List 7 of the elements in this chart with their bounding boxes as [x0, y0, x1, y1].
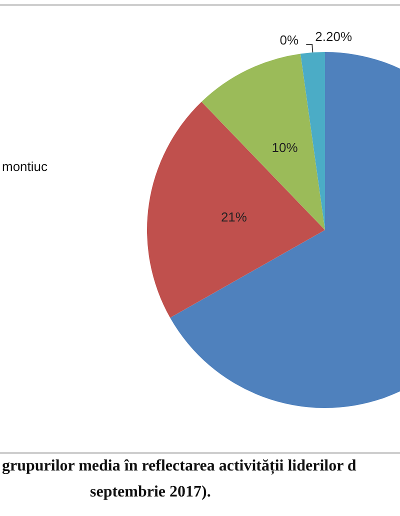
data-label: 2.20% — [315, 28, 352, 44]
text: septembrie 2017). — [90, 484, 211, 500]
text: 0% — [280, 32, 299, 48]
data-label: 21% — [220, 209, 248, 224]
text: grupurilor media în reflectarea activității liderilor d — [2, 458, 356, 476]
text: montiuc — [2, 159, 48, 174]
data-label: 10% — [272, 140, 298, 155]
